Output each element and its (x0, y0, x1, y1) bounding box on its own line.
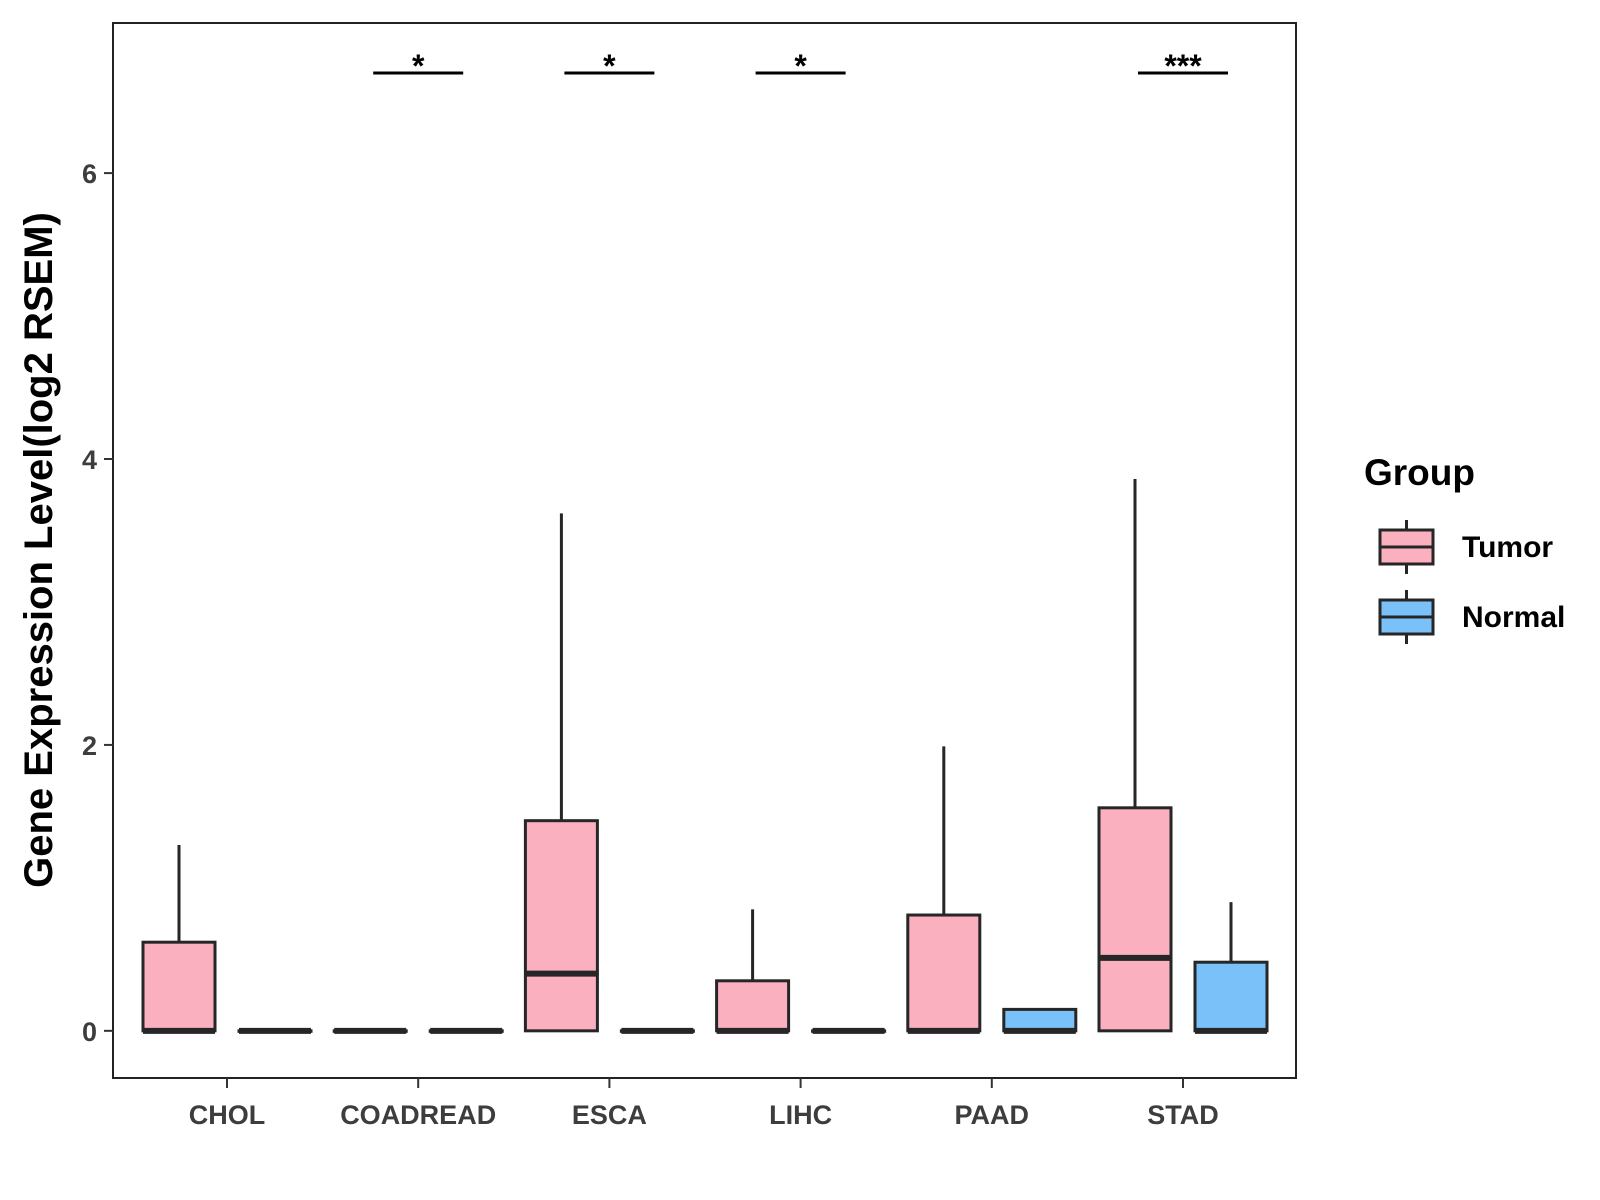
box-body (1097, 806, 1173, 1033)
box-normal-lihc (811, 1027, 887, 1034)
y-tick-label: 2 (82, 731, 97, 761)
y-tick-label: 4 (82, 445, 97, 475)
box-tumor-paad (906, 746, 982, 1034)
box-body (715, 979, 791, 1033)
box-tumor-lihc (715, 909, 791, 1034)
x-tick-label: CHOL (189, 1100, 266, 1130)
box-tumor-coadread (332, 1027, 408, 1034)
legend-key-normal (1378, 590, 1435, 644)
box-normal-coadread (428, 1027, 504, 1034)
x-tick-label: COADREAD (340, 1100, 496, 1130)
significance-label: *** (1164, 48, 1202, 84)
box-body (141, 940, 217, 1033)
legend-label: Tumor (1462, 531, 1553, 564)
significance-label: * (794, 48, 807, 84)
box-normal-esca (619, 1027, 695, 1034)
box-normal-paad (1002, 1007, 1078, 1034)
box-normal-chol (237, 1027, 313, 1034)
y-tick-label: 0 (82, 1017, 97, 1047)
x-tick-label: STAD (1147, 1100, 1219, 1130)
legend: Group Tumor Normal (1364, 452, 1565, 644)
box-tumor-chol (141, 844, 217, 1034)
legend-key-tumor (1378, 520, 1435, 574)
box-tumor-stad (1097, 479, 1173, 1033)
box-tumor-esca (523, 513, 599, 1033)
legend-label: Normal (1462, 601, 1565, 634)
y-axis-title: Gene Expression Level(log2 RSEM) (17, 212, 61, 888)
box-body (906, 913, 982, 1033)
legend-title: Group (1364, 452, 1475, 493)
box-normal-stad (1193, 902, 1269, 1034)
significance-label: * (603, 48, 616, 84)
y-tick-label: 6 (82, 159, 97, 189)
x-tick-label: LIHC (769, 1100, 832, 1130)
plot-panel (112, 22, 1297, 1079)
box-body (1002, 1007, 1078, 1033)
x-tick-label: PAAD (955, 1100, 1030, 1130)
box-body (523, 819, 599, 1033)
significance-label: * (412, 48, 425, 84)
box-body (1193, 960, 1269, 1033)
x-tick-label: ESCA (572, 1100, 647, 1130)
